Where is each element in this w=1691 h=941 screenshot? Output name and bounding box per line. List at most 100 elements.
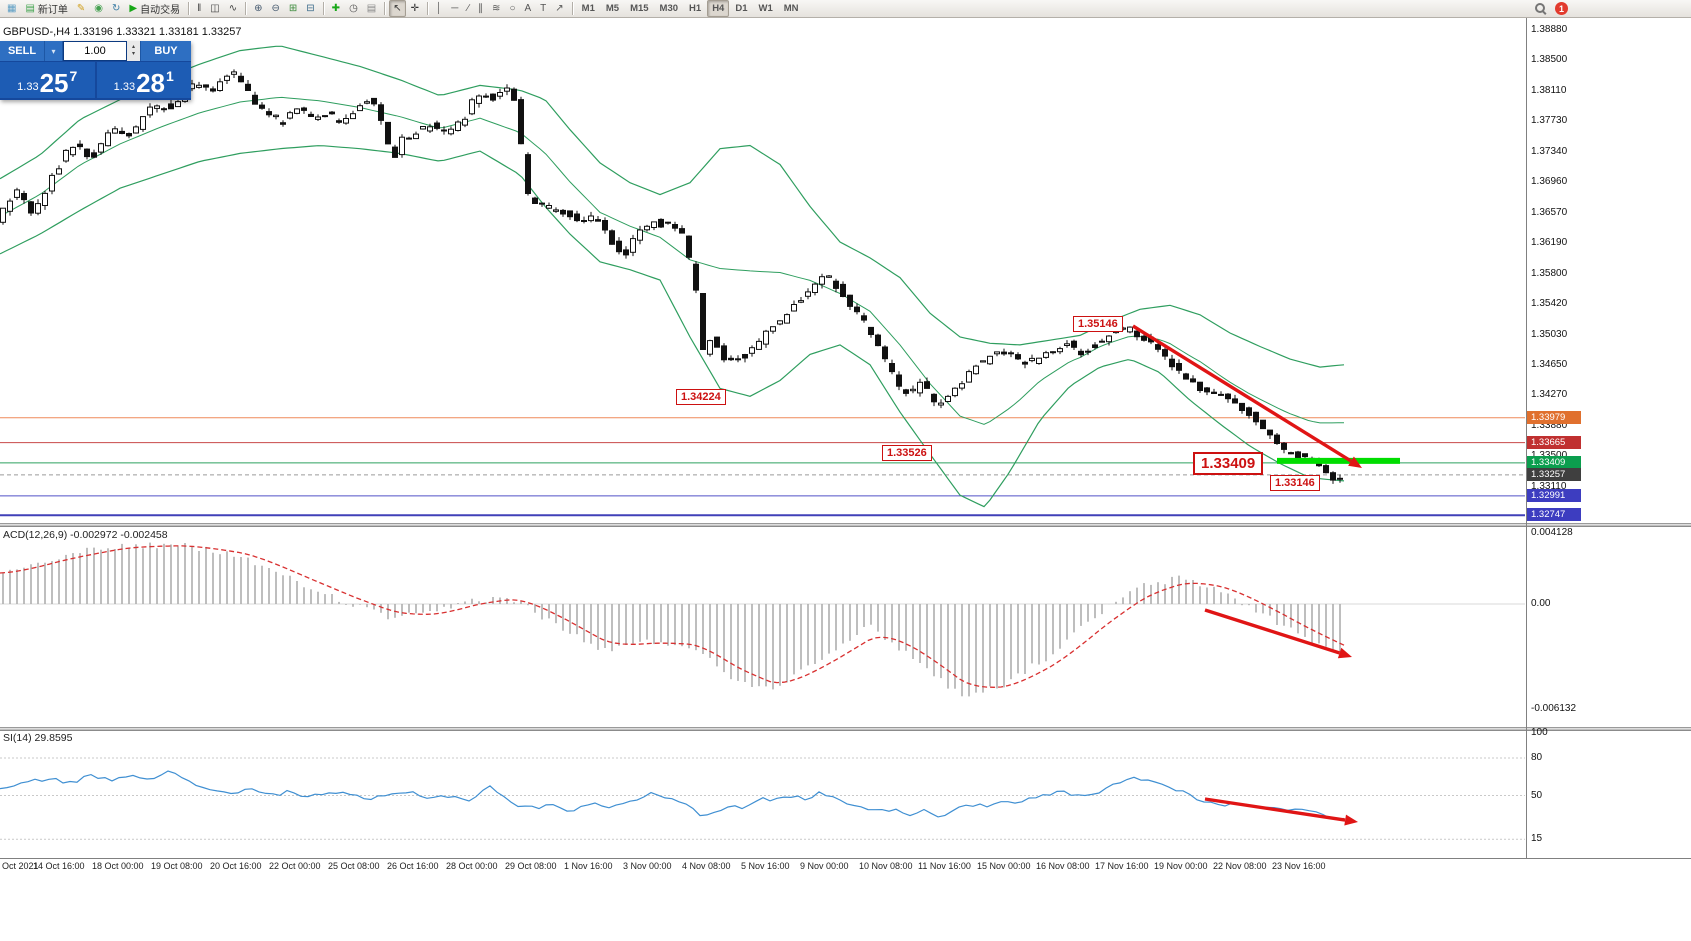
price-tick-label: 1.38110 bbox=[1531, 85, 1567, 96]
indicators-button[interactable]: ✚ bbox=[328, 0, 344, 17]
timeframe-m30-button-label: M30 bbox=[659, 3, 679, 14]
bid-price-button[interactable]: 1.33 25 7 bbox=[0, 62, 95, 98]
vertical-line-icon: │ bbox=[436, 3, 443, 14]
bid-price-prefix: 1.33 bbox=[17, 81, 39, 93]
timeframe-d1-button[interactable]: D1 bbox=[730, 0, 752, 17]
ask-price-button[interactable]: 1.33 28 1 bbox=[96, 62, 191, 98]
price-annotation[interactable]: 1.34224 bbox=[676, 389, 726, 405]
buy-button[interactable]: BUY bbox=[141, 41, 191, 61]
auto-scroll-icon: ⊟ bbox=[306, 3, 315, 14]
autotrading-button[interactable]: ▶ 自动交易 bbox=[125, 0, 184, 17]
rsi-tick-label: 50 bbox=[1531, 790, 1543, 801]
stepper-up-icon: ▴ bbox=[131, 44, 135, 50]
sell-button[interactable]: SELL bbox=[0, 41, 44, 61]
bar-chart-type-icon: ‖ bbox=[197, 3, 202, 14]
profiles-icon: ◉ bbox=[94, 3, 104, 14]
price-annotation[interactable]: 1.33146 bbox=[1270, 475, 1320, 491]
volume-dropdown-button[interactable]: ▾ bbox=[44, 41, 63, 61]
price-tick-label: 1.35420 bbox=[1531, 298, 1568, 309]
timeframe-h1-button[interactable]: H1 bbox=[684, 0, 706, 17]
cursor-button[interactable]: ↖ bbox=[389, 0, 406, 17]
trendline-button[interactable]: ∕ bbox=[463, 0, 473, 17]
tile-windows-icon: ⊞ bbox=[288, 3, 298, 14]
search-button[interactable] bbox=[1530, 0, 1551, 17]
time-axis-label: 15 Nov 00:00 bbox=[977, 861, 1031, 871]
panel-separator-rsi[interactable] bbox=[0, 727, 1691, 731]
periods-button[interactable]: ◷ bbox=[345, 0, 362, 17]
shapes-button[interactable]: ○ bbox=[505, 0, 519, 17]
timeframe-m15-button[interactable]: M15 bbox=[625, 0, 653, 17]
refresh-button[interactable]: ↻ bbox=[108, 0, 124, 17]
crosshair-button[interactable]: ✛ bbox=[407, 0, 423, 17]
macd-panel[interactable] bbox=[0, 527, 1691, 727]
toolbar-separator bbox=[322, 2, 324, 15]
chart-window-button[interactable]: ▦ bbox=[3, 0, 20, 17]
price-tick-label: 1.35800 bbox=[1531, 268, 1568, 279]
time-axis-label: 16 Nov 08:00 bbox=[1036, 861, 1090, 871]
arrows-button[interactable]: ↗ bbox=[551, 0, 567, 17]
timeframe-h4-button-label: H4 bbox=[712, 3, 725, 14]
timeframe-h4-button[interactable]: H4 bbox=[707, 0, 730, 17]
macd-tick-label: 0.00 bbox=[1531, 598, 1551, 609]
rsi-indicator-label: SI(14) 29.8595 bbox=[3, 732, 73, 744]
volume-input[interactable]: 1.00 bbox=[63, 41, 127, 61]
timeframe-m1-button[interactable]: M1 bbox=[577, 0, 600, 17]
auto-scroll-button[interactable]: ⊟ bbox=[302, 0, 318, 17]
fibonacci-button[interactable]: ≋ bbox=[488, 0, 504, 17]
price-tick-label: 1.37730 bbox=[1531, 115, 1568, 126]
time-axis-label: 22 Oct 00:00 bbox=[269, 861, 321, 871]
paint-tools-button[interactable]: ✎ bbox=[73, 0, 89, 17]
one-click-controls-row: SELL ▾ 1.00 ▴ ▾ BUY bbox=[0, 41, 191, 61]
price-tick-label: 1.37340 bbox=[1531, 146, 1568, 157]
zoom-out-icon: ⊖ bbox=[271, 3, 280, 14]
refresh-icon: ↻ bbox=[112, 3, 121, 14]
templates-button[interactable]: ▤ bbox=[363, 0, 380, 17]
zoom-out-button[interactable]: ⊖ bbox=[268, 0, 284, 17]
price-tick-label: 1.36570 bbox=[1531, 207, 1568, 218]
timeframe-w1-button[interactable]: W1 bbox=[754, 0, 778, 17]
timeframe-h1-button-label: H1 bbox=[689, 3, 702, 14]
templates-icon: ▤ bbox=[366, 3, 377, 14]
new-order-button-label: 新订单 bbox=[37, 5, 68, 16]
panel-separator-macd[interactable] bbox=[0, 523, 1691, 527]
zoom-in-button[interactable]: ⊕ bbox=[250, 0, 266, 17]
rsi-panel[interactable] bbox=[0, 731, 1691, 858]
candlestick-type-button[interactable]: ◫ bbox=[206, 0, 223, 17]
timeframe-m1-button-label: M1 bbox=[581, 3, 595, 14]
price-annotation[interactable]: 1.35146 bbox=[1073, 316, 1123, 332]
timeframe-m5-button-label: M5 bbox=[605, 3, 620, 14]
price-tick-label: 1.34270 bbox=[1531, 389, 1568, 400]
price-tick-label: 1.33110 bbox=[1531, 481, 1567, 492]
rsi-tick-label: 100 bbox=[1531, 727, 1548, 738]
text-button[interactable]: A bbox=[520, 0, 535, 17]
bar-chart-type-button[interactable]: ‖ bbox=[193, 0, 205, 17]
price-annotation[interactable]: 1.33409 bbox=[1193, 452, 1264, 475]
channel-button[interactable]: ∥ bbox=[474, 0, 487, 17]
new-order-button[interactable]: ▤ 新订单 bbox=[21, 0, 71, 17]
indicators-icon: ✚ bbox=[331, 3, 341, 14]
notification-badge[interactable]: 1 bbox=[1555, 2, 1568, 15]
macd-tick-label: -0.006132 bbox=[1531, 703, 1577, 714]
price-annotation[interactable]: 1.33526 bbox=[882, 445, 932, 461]
price-tick-label: 1.36960 bbox=[1531, 176, 1568, 187]
line-chart-type-button[interactable]: ∿ bbox=[225, 0, 241, 17]
label-button[interactable]: T bbox=[536, 0, 550, 17]
line-chart-type-icon: ∿ bbox=[228, 3, 238, 14]
rsi-tick-label: 80 bbox=[1531, 752, 1543, 763]
vertical-line-button[interactable]: │ bbox=[432, 0, 446, 17]
tile-windows-button[interactable]: ⊞ bbox=[285, 0, 301, 17]
shapes-icon: ○ bbox=[509, 3, 516, 14]
timeframe-m30-button[interactable]: M30 bbox=[655, 0, 683, 17]
timeframe-m5-button[interactable]: M5 bbox=[601, 0, 624, 17]
volume-stepper[interactable]: ▴ ▾ bbox=[127, 41, 141, 61]
timeframe-m15-button-label: M15 bbox=[630, 3, 649, 14]
label-icon: T bbox=[540, 3, 547, 14]
arrows-icon: ↗ bbox=[555, 3, 564, 14]
main-chart-panel[interactable] bbox=[0, 18, 1691, 523]
horizontal-line-button[interactable]: ─ bbox=[447, 0, 462, 17]
profiles-button[interactable]: ◉ bbox=[90, 0, 107, 17]
price-tick-label: 1.38500 bbox=[1531, 54, 1568, 65]
periods-icon: ◷ bbox=[349, 3, 358, 14]
timeframe-mn-button[interactable]: MN bbox=[779, 0, 804, 17]
